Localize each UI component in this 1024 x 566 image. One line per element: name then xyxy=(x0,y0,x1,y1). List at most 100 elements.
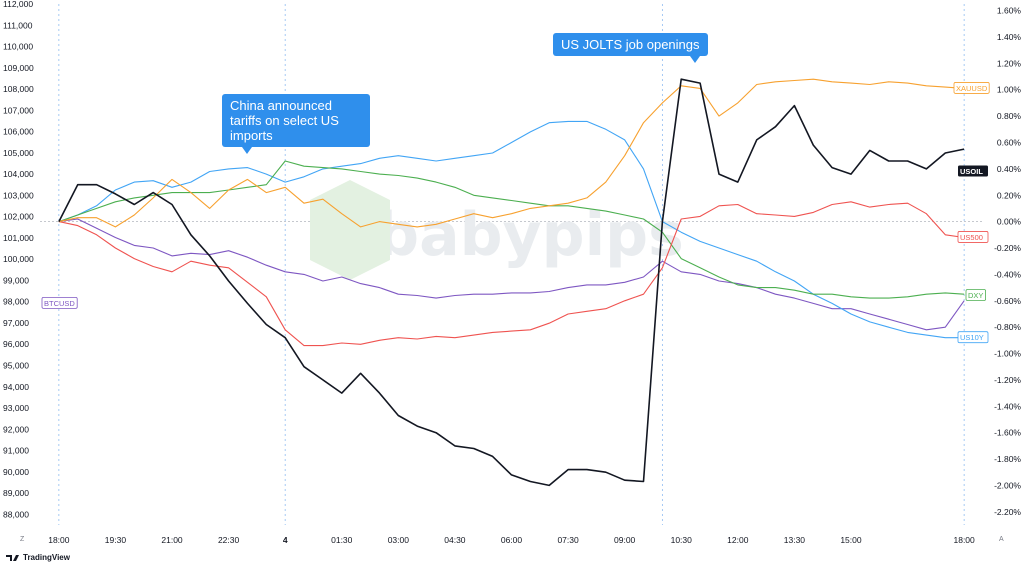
time-axis-tick: 22:30 xyxy=(218,535,240,545)
time-axis-tick: 4 xyxy=(283,535,288,545)
right-axis-tick: -1.00% xyxy=(994,349,1021,359)
series-tag-box xyxy=(958,165,988,177)
left-axis-tick: 100,000 xyxy=(3,254,34,264)
series-tag-usoil: USOIL xyxy=(958,165,988,177)
series-tag-btcusd: BTCUSD xyxy=(41,297,78,309)
event-callout-china-tariffs[interactable]: China announced tariffs on select US imp… xyxy=(222,94,370,154)
right-axis-tick: -2.00% xyxy=(994,480,1021,490)
right-axis-tick: -0.60% xyxy=(994,296,1021,306)
left-axis-tick: 112,000 xyxy=(3,0,33,9)
series-line-usoil xyxy=(58,78,965,487)
watermark: babypips xyxy=(310,180,684,280)
right-axis-tick: -0.20% xyxy=(994,243,1021,253)
series-tag-box xyxy=(965,289,987,301)
right-axis-tick: -1.40% xyxy=(994,401,1021,411)
left-axis-tick: 99,000 xyxy=(3,275,29,285)
series-line-dxy xyxy=(58,160,965,299)
series-tag-us10y: US10Y xyxy=(957,331,989,344)
series-tag-box xyxy=(41,297,78,309)
left-axis-tick: 105,000 xyxy=(3,148,34,158)
watermark-logo-icon xyxy=(310,180,390,280)
series-tag-dxy: DXY xyxy=(965,289,987,301)
time-axis-tick: 15:00 xyxy=(840,535,862,545)
time-axis-tick: 09:00 xyxy=(614,535,636,545)
series-tag-box xyxy=(953,82,990,94)
left-axis-tick: 98,000 xyxy=(3,297,29,307)
left-axis-tick: 109,000 xyxy=(3,63,34,73)
event-callout-text: US JOLTS job openings xyxy=(561,37,700,52)
right-axis-tick: -1.20% xyxy=(994,375,1021,385)
series-tag-xauusd: XAUUSD xyxy=(953,82,990,94)
right-axis-tick: 1.00% xyxy=(997,85,1022,95)
right-axis-tick: -1.80% xyxy=(994,454,1021,464)
left-axis-tick: 110,000 xyxy=(3,42,33,52)
left-axis-tick: 103,000 xyxy=(3,190,34,200)
left-axis-tick: 93,000 xyxy=(3,403,29,413)
right-axis-tick: 0.00% xyxy=(997,217,1022,227)
series-line-xauusd xyxy=(58,78,965,228)
right-axis-tick: 0.80% xyxy=(997,111,1022,121)
right-axis-tick: 1.20% xyxy=(997,58,1022,68)
left-axis-tick: 102,000 xyxy=(3,212,34,222)
series-tag-label: XAUUSD xyxy=(956,84,988,93)
series-tag-label: USOIL xyxy=(960,167,983,176)
series-tag-label: BTCUSD xyxy=(44,299,75,308)
left-axis-tick: 106,000 xyxy=(3,127,34,137)
right-axis-tick: 0.60% xyxy=(997,137,1022,147)
auto-scale-left-button[interactable]: Z xyxy=(20,536,25,543)
left-axis-tick: 101,000 xyxy=(3,233,34,243)
right-axis-tick: -2.20% xyxy=(994,507,1021,517)
left-axis-tick: 91,000 xyxy=(3,446,29,456)
event-callout-text: China announced tariffs on select US imp… xyxy=(230,98,339,143)
series-tag-us500: US500 xyxy=(957,231,989,243)
right-axis-tick: -0.80% xyxy=(994,322,1021,332)
right-axis-tick: -1.60% xyxy=(994,428,1021,438)
time-axis-tick: 03:00 xyxy=(388,535,410,545)
left-axis-tick: 97,000 xyxy=(3,318,29,328)
time-axis-tick: 21:00 xyxy=(161,535,183,545)
series-tag-box xyxy=(957,231,989,243)
time-axis-tick: 10:30 xyxy=(671,535,693,545)
left-axis-tick: 111,000 xyxy=(3,20,33,30)
left-axis-tick: 89,000 xyxy=(3,488,29,498)
time-axis: 18:00 19:30 21:00 22:30 4 01:30 03:00 04:30 06:0… xyxy=(48,535,975,545)
left-price-axis: 112,000 111,000 110,000 109,000 108,000 107,0… xyxy=(3,0,34,519)
time-axis-tick: 06:00 xyxy=(501,535,523,545)
series-tag-box xyxy=(957,331,989,344)
right-axis-tick: 0.40% xyxy=(997,164,1022,174)
left-axis-tick: 96,000 xyxy=(3,339,29,349)
series-tag-label: US500 xyxy=(960,233,983,242)
right-percent-axis: 1.60% 1.40% 1.20% 1.00% 0.80% 0.60% 0.40% 0.20%… xyxy=(994,6,1021,517)
right-axis-tick: 1.40% xyxy=(997,32,1022,42)
series-tags: XAUUSD USOIL US500 DXY US10Y BTCUSD xyxy=(41,82,990,344)
right-axis-tick: -0.40% xyxy=(994,269,1021,279)
watermark-text: babypips xyxy=(376,200,684,270)
tradingview-logo-text: TradingView xyxy=(23,553,70,562)
left-axis-tick: 88,000 xyxy=(3,509,29,519)
time-axis-tick: 07:30 xyxy=(557,535,579,545)
series-line-us500 xyxy=(58,201,965,347)
event-callout-us-jolts[interactable]: US JOLTS job openings xyxy=(553,33,708,63)
time-axis-tick: 12:00 xyxy=(727,535,749,545)
left-axis-tick: 90,000 xyxy=(3,467,29,477)
tradingview-logo-icon xyxy=(6,554,19,561)
time-axis-tick: 18:00 xyxy=(48,535,70,545)
time-axis-tick: 19:30 xyxy=(105,535,127,545)
footer: TradingView xyxy=(6,553,70,562)
right-axis-tick: 0.20% xyxy=(997,190,1022,200)
left-axis-tick: 92,000 xyxy=(3,424,29,434)
time-axis-tick: 04:30 xyxy=(444,535,466,545)
time-axis-tick: 18:00 xyxy=(953,535,975,545)
grid xyxy=(40,4,983,525)
right-axis-tick: 1.60% xyxy=(997,6,1022,16)
left-axis-tick: 95,000 xyxy=(3,361,29,371)
time-axis-tick: 01:30 xyxy=(331,535,353,545)
left-axis-tick: 104,000 xyxy=(3,169,34,179)
left-axis-tick: 107,000 xyxy=(3,105,34,115)
series-tag-label: US10Y xyxy=(960,333,984,342)
time-axis-tick: 13:30 xyxy=(784,535,806,545)
series-lines xyxy=(58,78,965,487)
auto-scale-right-button[interactable]: A xyxy=(999,536,1004,543)
left-axis-tick: 94,000 xyxy=(3,382,29,392)
